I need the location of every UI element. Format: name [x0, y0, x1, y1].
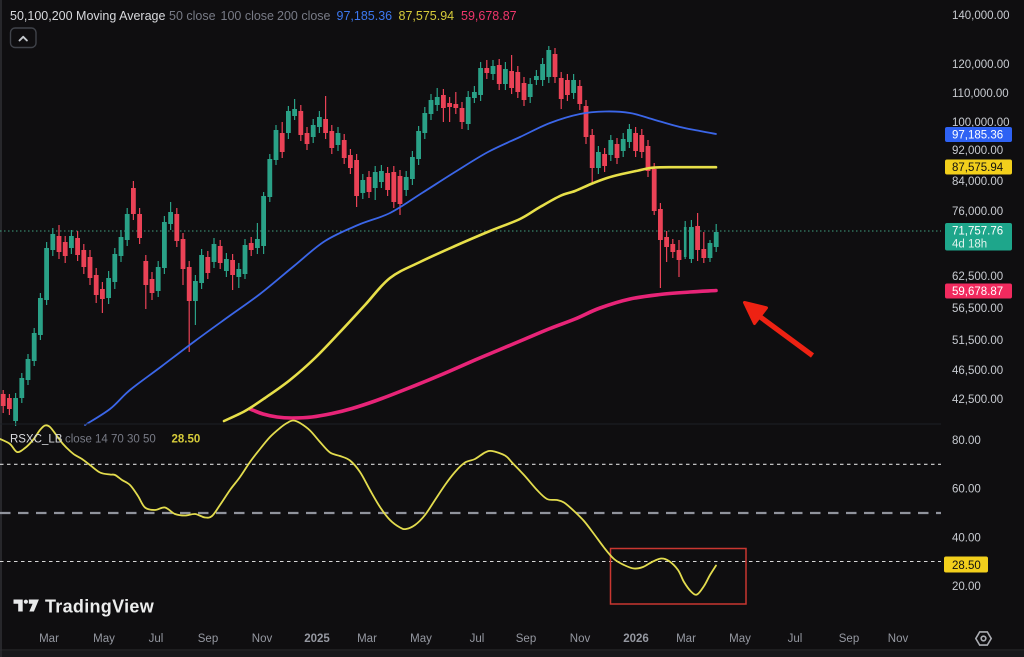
svg-text:56,500.00: 56,500.00 — [952, 303, 1003, 315]
svg-text:28.50: 28.50 — [172, 434, 201, 446]
svg-text:Mar: Mar — [357, 633, 377, 645]
svg-text:59,678.87: 59,678.87 — [952, 286, 1003, 298]
svg-text:Sep: Sep — [839, 633, 859, 645]
svg-text:51,500.00: 51,500.00 — [952, 335, 1003, 347]
svg-text:4d 18h: 4d 18h — [952, 239, 987, 251]
svg-text:200 close: 200 close — [277, 9, 331, 23]
svg-text:110,000.00: 110,000.00 — [952, 88, 1009, 100]
svg-text:May: May — [410, 633, 432, 645]
svg-text:80.00: 80.00 — [952, 435, 981, 447]
svg-text:Nov: Nov — [252, 633, 273, 645]
svg-text:Nov: Nov — [570, 633, 591, 645]
svg-text:2025: 2025 — [304, 633, 330, 645]
svg-text:42,500.00: 42,500.00 — [952, 394, 1003, 406]
svg-text:close 14 70 30 50: close 14 70 30 50 — [65, 434, 156, 446]
svg-text:50 close: 50 close — [169, 9, 216, 23]
svg-text:May: May — [93, 633, 115, 645]
svg-text:2026: 2026 — [623, 633, 649, 645]
svg-text:40.00: 40.00 — [952, 533, 981, 545]
svg-text:100 close: 100 close — [221, 9, 275, 23]
svg-text:71,757.76: 71,757.76 — [952, 226, 1003, 238]
svg-text:TradingView: TradingView — [45, 597, 155, 617]
svg-text:Jul: Jul — [788, 633, 803, 645]
svg-text:Nov: Nov — [888, 633, 909, 645]
svg-text:Jul: Jul — [470, 633, 485, 645]
svg-text:Sep: Sep — [516, 633, 536, 645]
svg-text:84,000.00: 84,000.00 — [952, 176, 1003, 188]
svg-text:20.00: 20.00 — [952, 581, 981, 593]
svg-text:May: May — [729, 633, 751, 645]
svg-text:120,000.00: 120,000.00 — [952, 59, 1010, 71]
svg-text:140,000.00: 140,000.00 — [952, 10, 1010, 22]
svg-text:59,678.87: 59,678.87 — [461, 9, 517, 23]
svg-text:87,575.94: 87,575.94 — [399, 9, 455, 23]
svg-text:76,000.00: 76,000.00 — [952, 206, 1003, 218]
svg-text:97,185.36: 97,185.36 — [337, 9, 393, 23]
svg-text:87,575.94: 87,575.94 — [952, 162, 1004, 174]
svg-text:50,100,200 Moving Average: 50,100,200 Moving Average — [10, 9, 165, 23]
svg-text:97,185.36: 97,185.36 — [952, 130, 1003, 142]
svg-text:62,500.00: 62,500.00 — [952, 271, 1003, 283]
svg-text:46,500.00: 46,500.00 — [952, 365, 1003, 377]
svg-text:Mar: Mar — [676, 633, 696, 645]
svg-text:28.50: 28.50 — [952, 560, 981, 572]
svg-text:100,000.00: 100,000.00 — [952, 117, 1010, 129]
svg-text:RSXC_LB: RSXC_LB — [10, 434, 63, 446]
svg-text:92,000.00: 92,000.00 — [952, 145, 1003, 157]
svg-text:Mar: Mar — [39, 633, 59, 645]
svg-text:60.00: 60.00 — [952, 484, 981, 496]
svg-text:Sep: Sep — [198, 633, 218, 645]
svg-text:Jul: Jul — [149, 633, 164, 645]
